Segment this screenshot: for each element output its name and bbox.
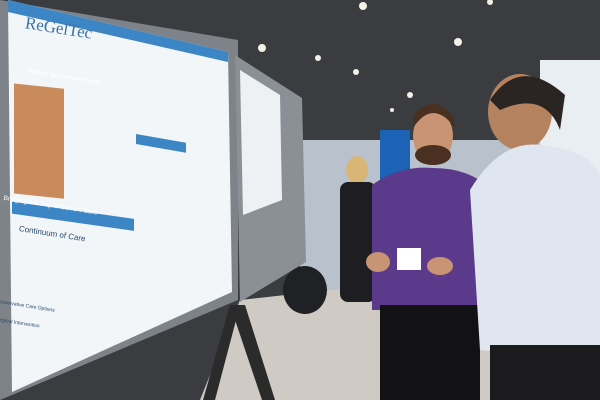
person-head xyxy=(346,156,368,184)
hair xyxy=(490,76,565,130)
badge xyxy=(397,248,421,270)
person-body xyxy=(340,182,376,302)
poster xyxy=(240,70,282,215)
poster-section-bar xyxy=(12,201,134,231)
trousers xyxy=(490,345,600,400)
poster-section-bar xyxy=(136,133,186,153)
easel-leg xyxy=(203,305,240,400)
trousers xyxy=(380,305,480,400)
shirt xyxy=(372,167,495,310)
easel-leg xyxy=(230,305,275,400)
hair xyxy=(413,104,455,128)
poster-images xyxy=(14,83,64,199)
beard xyxy=(415,145,451,165)
hand xyxy=(366,252,390,272)
shirt xyxy=(470,144,600,360)
backpack xyxy=(283,266,327,314)
poster-header xyxy=(8,0,228,62)
ceiling-lights xyxy=(258,0,493,112)
hand xyxy=(427,257,453,275)
